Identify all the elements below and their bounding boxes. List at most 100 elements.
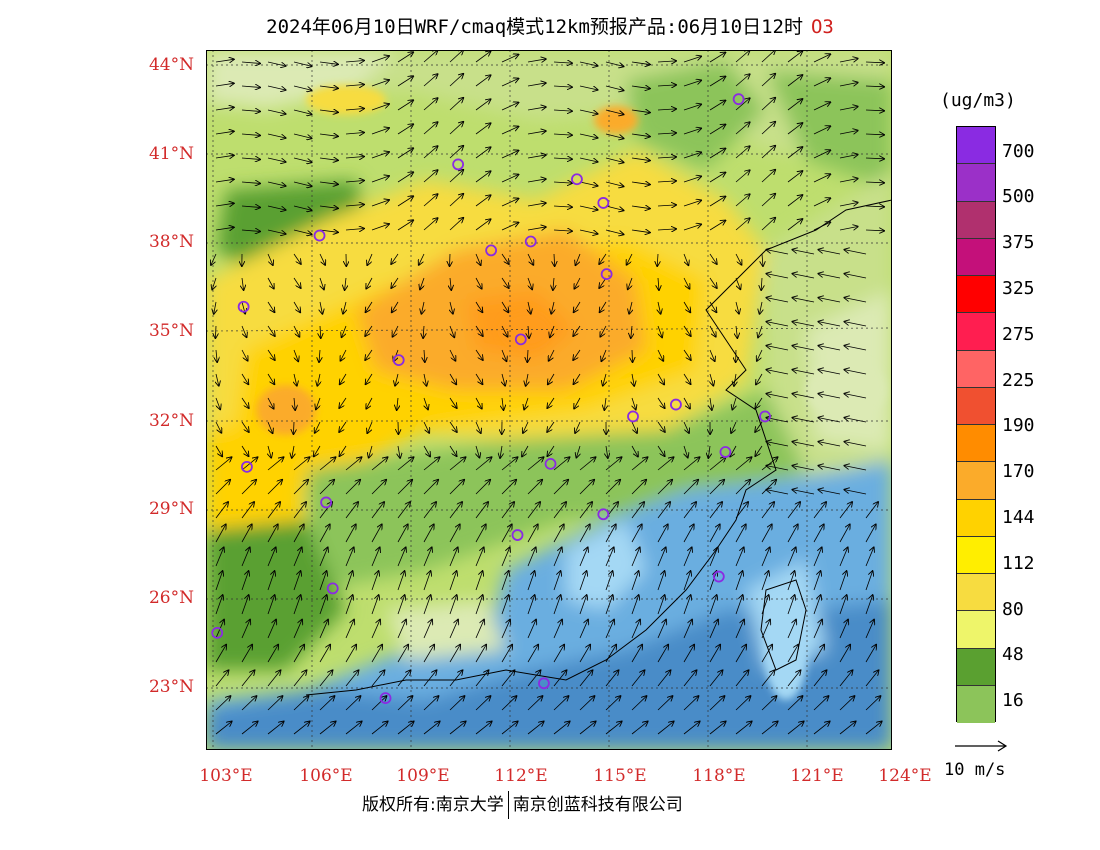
wind-arrow (423, 595, 431, 615)
legend-label-80: 80 (1002, 599, 1024, 620)
wind-arrow (761, 502, 774, 519)
wind-arrow (735, 645, 746, 663)
wind-arrow (657, 670, 670, 687)
lon-label-124: 124°E (878, 766, 932, 786)
legend-label-325: 325 (1002, 278, 1035, 299)
wind-arrow (339, 397, 347, 408)
wind-arrow (211, 253, 217, 265)
wind-arrow (450, 277, 451, 290)
wind-arrow (766, 322, 789, 327)
wind-arrow (528, 301, 531, 314)
wind-arrow (366, 277, 373, 289)
wind-arrow (735, 194, 750, 207)
wind-arrow (813, 54, 830, 63)
wind-arrow (735, 122, 750, 135)
wind-arrow (241, 620, 250, 639)
legend-label-275: 275 (1002, 324, 1035, 345)
wind-arrow (449, 98, 463, 111)
wind-arrow (600, 325, 607, 337)
wind-arrow (212, 277, 216, 289)
wind-arrow (215, 203, 234, 206)
wind-arrow (604, 397, 606, 410)
wind-arrow (605, 480, 620, 495)
wind-arrow (314, 445, 321, 456)
wind-arrow (575, 421, 581, 433)
wind-arrow (371, 56, 389, 63)
wind-arrow (267, 109, 286, 114)
wind-arrow (605, 620, 614, 639)
wind-arrow (549, 349, 555, 361)
wind-arrow (657, 109, 676, 110)
wind-arrow (762, 253, 763, 266)
wind-arrow (215, 457, 231, 471)
wind-arrow (839, 645, 850, 663)
wind-arrow (631, 158, 650, 161)
wind-arrow (215, 722, 232, 735)
wind-arrow (631, 525, 642, 543)
wind-arrow (423, 122, 438, 135)
legend-swatch (957, 536, 995, 574)
wind-arrow (629, 301, 632, 314)
wind-arrow (242, 277, 244, 290)
legend-swatch (957, 164, 995, 202)
title-text: 2024年06月10日WRF/cmaq模式12km预报产品:06月10日12时 (266, 16, 803, 38)
wind-arrow (475, 301, 482, 312)
wind-arrow (267, 85, 286, 90)
wind-arrow (631, 421, 637, 433)
wind-arrow (241, 182, 260, 183)
wind-arrow (839, 670, 852, 687)
map-title: 2024年06月10日WRF/cmaq模式12km预报产品:06月10日12时 O… (0, 12, 1100, 39)
wind-arrow (371, 548, 380, 567)
wind-arrow (397, 722, 414, 735)
wind-arrow (315, 421, 321, 433)
wind-arrow (683, 645, 694, 663)
wind-arrow (683, 595, 691, 615)
wind-arrow (865, 548, 874, 567)
wind-arrow (579, 548, 588, 567)
wind-arrow (735, 98, 750, 111)
wind-arrow (475, 75, 490, 87)
wind-arrow (391, 277, 399, 288)
wind-arrow (766, 346, 789, 351)
wind-arrow (579, 595, 587, 615)
wind-arrow (449, 645, 460, 663)
wind-arrow (579, 620, 588, 639)
wind-arrow (397, 76, 413, 87)
wind-arrow (449, 194, 463, 207)
wind-arrow (371, 620, 380, 639)
wind-arrow (657, 525, 668, 543)
wind-arrow (215, 696, 230, 711)
legend-label-170: 170 (1002, 461, 1035, 482)
wind-arrow (709, 197, 725, 207)
wind-arrow (267, 620, 276, 639)
wind-arrow (657, 480, 672, 495)
wind-arrow (760, 301, 762, 314)
island-outline (760, 579, 807, 671)
wind-arrow (709, 277, 717, 288)
wind-arrow (553, 457, 569, 471)
wind-arrow (475, 421, 481, 433)
wind-arrow (818, 346, 841, 351)
wind-arrow (766, 250, 789, 255)
wind-arrow (792, 298, 815, 303)
wind-arrow (340, 445, 347, 456)
wind-arrow (345, 480, 360, 495)
wind-arrow (605, 670, 618, 687)
wind-arrow (818, 250, 841, 255)
wind-arrow (818, 274, 841, 279)
wind-arrow (423, 325, 424, 338)
wind-arrow (844, 394, 867, 399)
wind-arrow (865, 620, 874, 639)
wind-arrow (293, 571, 301, 591)
wind-arrow (761, 548, 770, 567)
wind-arrow (553, 134, 572, 135)
wind-arrow (501, 103, 518, 111)
legend-swatch (957, 313, 995, 351)
wind-arrow (605, 61, 623, 66)
wind-arrow (683, 480, 698, 495)
wind-arrow (501, 79, 518, 87)
wind-arrow (579, 133, 598, 138)
wind-reference-label: 10 m/s (944, 760, 1006, 780)
wind-arrow (839, 548, 848, 567)
lon-label-109: 109°E (396, 766, 450, 786)
